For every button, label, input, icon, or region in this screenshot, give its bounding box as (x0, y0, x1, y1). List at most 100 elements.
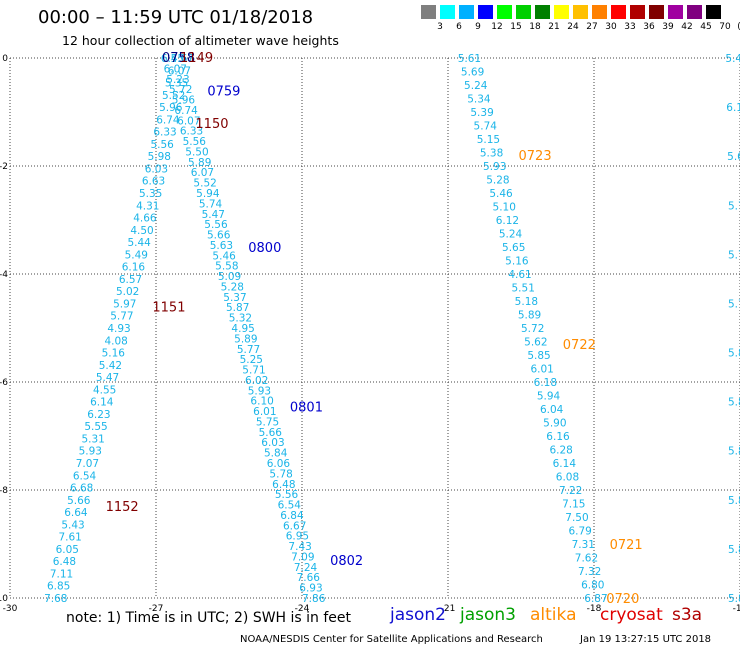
wave-height-value: 7.50 (565, 512, 588, 524)
wave-height-value: 6.18 (534, 377, 557, 389)
wave-height-value: 4.95 (231, 323, 254, 335)
legend-label: 12 (491, 22, 503, 32)
wave-height-value: 5.32 (229, 313, 252, 325)
wave-height-value: 6.12 (496, 215, 519, 227)
wave-height-value: 5.75 (728, 249, 740, 261)
wave-height-value: 6.05 (56, 544, 79, 556)
wave-height-value: 7.86 (302, 593, 326, 605)
wave-height-value: 5.39 (470, 107, 493, 119)
wave-height-value: 7.66 (297, 572, 321, 584)
legend-label: 45 (700, 22, 712, 32)
footnote: note: 1) Time is in UTC; 2) SWH is in fe… (66, 610, 352, 626)
legend-swatch (592, 5, 607, 19)
wave-height-value: 6.74 (156, 114, 180, 126)
wave-height-value: 5.46 (212, 250, 236, 262)
wave-height-value: 5.85 (728, 544, 740, 556)
wave-height-value: 6.67 (283, 520, 306, 532)
pass-time-label: 0723 (519, 149, 552, 164)
wave-height-value: 5.43 (61, 519, 84, 531)
wave-height-value: 4.31 (136, 200, 159, 212)
wave-height-value: 6.48 (53, 556, 76, 568)
wave-height-value: 4.66 (133, 213, 157, 225)
wave-height-value: 5.40 (725, 53, 740, 65)
wave-height-value: 7.62 (575, 553, 598, 565)
pass-time-label: 0801 (290, 400, 323, 415)
wave-height-value: 5.74 (474, 121, 498, 133)
wave-height-value: 6.10 (250, 396, 273, 408)
legend-swatch (573, 5, 588, 19)
wave-height-value: 5.24 (464, 80, 488, 92)
wave-height-value: 5.09 (218, 271, 241, 283)
wave-height-value: 5.15 (477, 134, 500, 146)
wave-height-value: 5.62 (524, 337, 547, 349)
wave-height-value: 5.84 (728, 495, 740, 507)
wave-height-value: 7.68 (44, 593, 67, 605)
wave-height-value: 5.66 (207, 230, 231, 242)
wave-height-value: 6.85 (47, 581, 70, 593)
credit-text: NOAA/NESDIS Center for Satellite Applica… (240, 634, 543, 645)
wave-height-value: 4.93 (107, 323, 130, 335)
legend-swatch (440, 5, 455, 19)
pass-time-label: 0802 (330, 554, 363, 569)
wave-height-value: 6.14 (90, 397, 114, 409)
wave-height-value: 5.72 (169, 84, 192, 96)
legend-swatch (668, 5, 683, 19)
wave-height-value: 5.16 (102, 348, 126, 360)
pass-time-label: 0758 (162, 51, 195, 66)
wave-height-value: 5.87 (728, 593, 740, 605)
wave-height-value: 5.66 (67, 495, 91, 507)
wave-height-value: 6.93 (299, 583, 322, 595)
wave-height-value: 6.02 (245, 375, 268, 387)
y-tick-label: -8 (0, 486, 8, 496)
wave-height-value: 6.33 (180, 126, 203, 138)
legend-label: 9 (475, 22, 481, 32)
wave-height-value: 5.47 (202, 209, 225, 221)
wave-height-value: 5.28 (221, 281, 244, 293)
wave-height-value: 5.58 (215, 261, 238, 273)
wave-height-value: 5.24 (499, 229, 523, 241)
wave-height-value: 5.81 (728, 397, 740, 409)
legend-swatch (630, 5, 645, 19)
wave-height-value: 5.93 (248, 385, 271, 397)
wave-height-value: 5.94 (537, 391, 561, 403)
legend-label: 15 (510, 22, 522, 32)
wave-height-value: 4.08 (104, 335, 127, 347)
wave-height-value: 6.14 (553, 458, 577, 470)
legend-swatch (687, 5, 702, 19)
y-tick-label: 0 (2, 54, 8, 64)
wave-height-value: 5.02 (116, 286, 139, 298)
pass-time-label: 0800 (248, 241, 281, 256)
legend-label: 3 (437, 22, 443, 32)
wave-height-value: 6.08 (556, 472, 579, 484)
wave-height-value: 7.22 (559, 485, 582, 497)
wave-height-value: 6.87 (584, 593, 607, 605)
wave-height-value: 5.96 (172, 95, 196, 107)
wave-height-value: 6.06 (267, 458, 291, 470)
wave-height-value: 6.10 (726, 102, 740, 114)
wave-height-value: 5.87 (226, 302, 249, 314)
wave-height-value: 5.73 (728, 200, 740, 212)
legend-label: 24 (567, 22, 579, 32)
legend-label: 33 (624, 22, 636, 32)
legend-label: 21 (548, 22, 560, 32)
wave-height-value: 6.63 (142, 176, 165, 188)
wave-height-value: 5.44 (127, 237, 151, 249)
wave-height-value: 5.89 (188, 157, 211, 169)
wave-height-value: 6.79 (568, 526, 591, 538)
legend-swatch (706, 5, 721, 19)
wave-height-value: 5.72 (521, 323, 544, 335)
pass-time-label: 0759 (207, 84, 240, 99)
wave-height-value: 4.50 (130, 225, 153, 237)
wave-height-value: 4.55 (93, 384, 116, 396)
pass-time-label: 1151 (152, 300, 185, 315)
wave-height-value: 5.94 (196, 188, 220, 200)
wave-height-value: 6.84 (280, 510, 304, 522)
legend-label: 70 (719, 22, 731, 32)
legend-label: 39 (662, 22, 674, 32)
wave-height-value: 6.16 (122, 262, 146, 274)
wave-height-value: 5.31 (81, 433, 104, 445)
wave-height-value: 6.16 (546, 431, 570, 443)
wave-height-value: 5.61 (458, 53, 481, 65)
wave-height-value: 5.93 (79, 446, 102, 458)
